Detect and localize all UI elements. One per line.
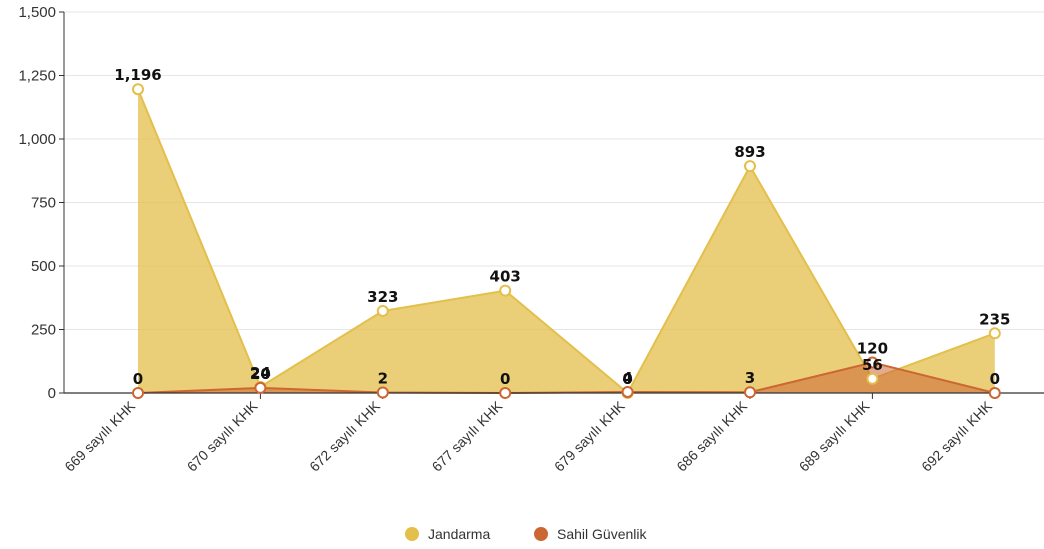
legend-label: Sahil Güvenlik (557, 526, 647, 542)
data-point[interactable] (866, 356, 879, 369)
data-point[interactable] (744, 386, 756, 399)
data-label: 1,196 (114, 66, 161, 84)
data-label: 893 (734, 143, 765, 161)
legend-marker (405, 527, 419, 541)
y-tick-label: 750 (31, 195, 56, 212)
data-label: 0 (500, 370, 510, 388)
data-point[interactable] (744, 160, 756, 173)
point-layer (132, 83, 1001, 399)
data-label: 235 (979, 310, 1010, 328)
data-label: 403 (490, 268, 521, 286)
x-tick-label: 677 sayılı KHK (429, 397, 506, 474)
data-point[interactable] (132, 83, 144, 96)
series-area-0 (138, 89, 995, 393)
data-label: 0 (622, 370, 632, 388)
legend-marker (534, 527, 548, 541)
series-line-0 (137, 88, 996, 395)
data-label: 56 (862, 356, 883, 374)
legend: Jandarma Sahil Güvenlik (405, 526, 647, 542)
data-point[interactable] (254, 381, 267, 394)
x-tick-label: 686 sayılı KHK (673, 397, 750, 474)
data-label: 3 (745, 369, 755, 387)
legend-item[interactable]: Jandarma (405, 526, 490, 542)
data-point[interactable] (988, 327, 1001, 340)
data-point[interactable] (132, 387, 144, 399)
grid-layer (64, 11, 1044, 330)
data-label: 24 (250, 364, 271, 382)
x-tick-label: 669 sayılı KHK (61, 397, 138, 474)
legend-label: Jandarma (428, 526, 490, 542)
data-label: 20 (250, 365, 271, 383)
y-tick-label: 500 (31, 258, 56, 275)
data-label: 4 (622, 369, 632, 387)
data-point[interactable] (376, 304, 389, 317)
x-tick-label: 672 sayılı KHK (306, 397, 383, 474)
data-label: 2 (378, 369, 388, 387)
data-label: 120 (857, 340, 888, 358)
x-tick-label: 679 sayılı KHK (551, 397, 628, 474)
x-tick-label: 692 sayılı KHK (918, 397, 995, 474)
data-point[interactable] (499, 387, 512, 399)
data-point[interactable] (988, 387, 1001, 399)
x-tick-label: 670 sayılı KHK (184, 397, 261, 474)
y-tick-label: 0 (48, 385, 56, 402)
y-tick-label: 250 (31, 322, 56, 339)
data-point[interactable] (621, 385, 634, 398)
data-point[interactable] (499, 284, 512, 297)
y-tick-label: 1,000 (18, 131, 56, 148)
data-point[interactable] (866, 372, 879, 385)
x-tick-label: 689 sayılı KHK (796, 397, 873, 474)
legend-item[interactable]: Sahil Güvenlik (534, 526, 647, 542)
y-tick-label: 1,500 (18, 4, 56, 21)
data-label: 323 (367, 288, 398, 306)
data-point[interactable] (376, 386, 389, 399)
data-label: 0 (990, 370, 1000, 388)
data-label: 0 (133, 370, 143, 388)
y-tick-label: 1,250 (18, 68, 56, 85)
